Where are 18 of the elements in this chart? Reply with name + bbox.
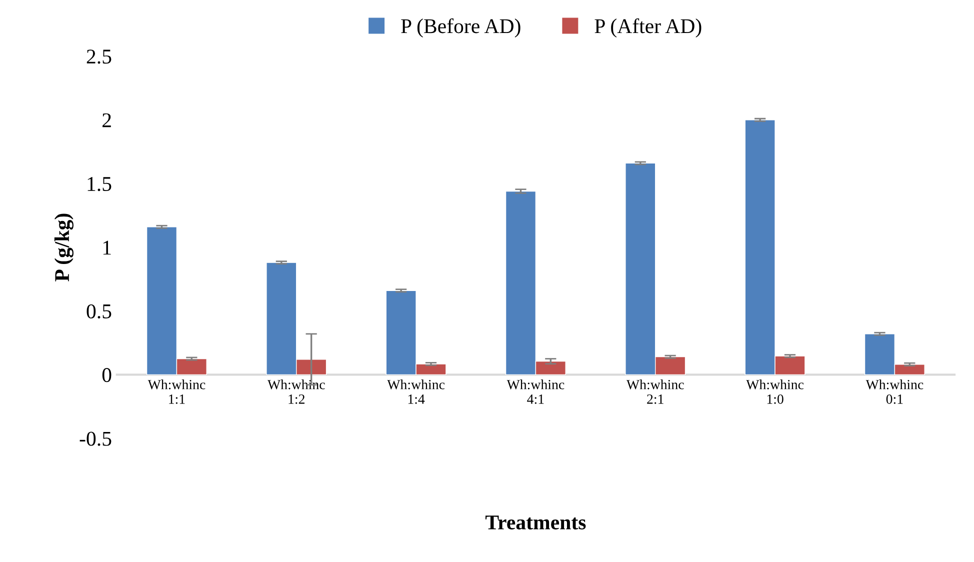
y-tick-label: 0 <box>102 368 112 382</box>
y-axis-title: P (g/kg) <box>54 214 74 282</box>
y-tick-label: 1.5 <box>88 177 112 192</box>
y-tick-label: -0.5 <box>80 432 112 446</box>
x-tick-label: Wh:whinc 0:1 <box>866 380 924 404</box>
y-tick-label: 1 <box>103 240 111 255</box>
y-tick-label: 0.5 <box>86 304 112 318</box>
x-tick-label: Wh:whinc 1:4 <box>387 380 445 404</box>
legend-label: P (Before AD) <box>401 18 520 38</box>
legend-label: P (After AD) <box>594 18 702 38</box>
y-tick-label: 2 <box>102 113 111 128</box>
x-tick-label: Wh:whinc 2:1 <box>626 380 684 404</box>
x-axis-title: Treatments <box>485 516 586 530</box>
y-tick-label: 2.5 <box>86 50 112 64</box>
x-tick-label: Wh:whinc 1:1 <box>148 380 206 404</box>
x-tick-label: Wh:whinc 1:0 <box>746 380 804 404</box>
x-tick-label: Wh:whinc 4:1 <box>506 380 564 404</box>
x-tick-label: Wh:whinc 1:2 <box>267 380 325 404</box>
